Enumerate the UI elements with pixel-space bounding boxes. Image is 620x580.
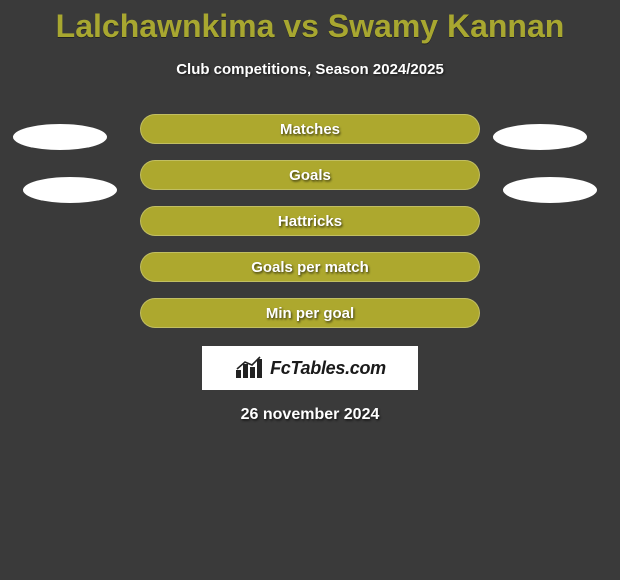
stat-row: Goals per match [0, 252, 620, 282]
stat-bar: Goals [140, 160, 480, 190]
bar-chart-icon [234, 356, 264, 380]
stat-row: 11Matches [0, 114, 620, 144]
stat-row: Min per goal [0, 298, 620, 328]
brand-logo-box: FcTables.com [202, 346, 418, 390]
stat-bar: Goals per match [140, 252, 480, 282]
page-title: Lalchawnkima vs Swamy Kannan [0, 0, 620, 45]
stat-label: Min per goal [266, 305, 354, 322]
stat-label: Hattricks [278, 213, 342, 230]
stat-row: Hattricks [0, 206, 620, 236]
stat-label: Goals per match [251, 259, 369, 276]
stat-label: Matches [280, 121, 340, 138]
stat-bar: Matches [140, 114, 480, 144]
page-subtitle: Club competitions, Season 2024/2025 [0, 61, 620, 78]
brand-logo-text: FcTables.com [270, 358, 386, 379]
report-date: 26 november 2024 [0, 406, 620, 424]
stat-row: Goals [0, 160, 620, 190]
stat-bar: Min per goal [140, 298, 480, 328]
stat-bar: Hattricks [140, 206, 480, 236]
stat-label: Goals [289, 167, 331, 184]
